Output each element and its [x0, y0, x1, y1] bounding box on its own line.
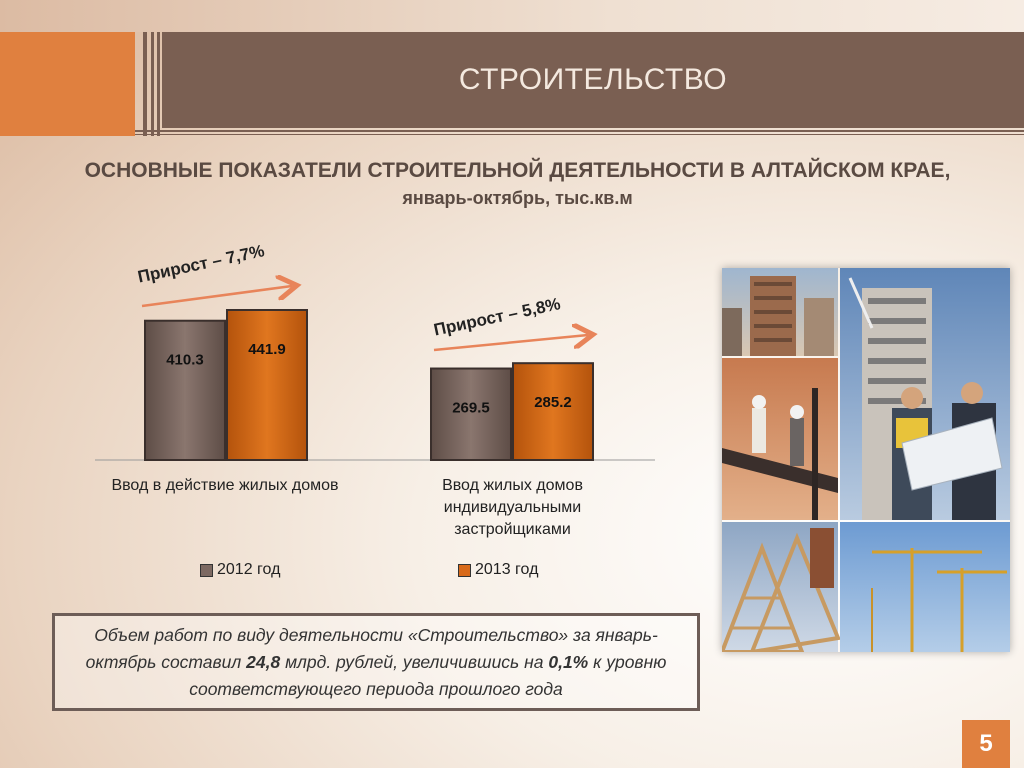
bar-data-label: 441.9: [248, 341, 286, 358]
category-label-line: Ввод жилых домов: [442, 477, 583, 494]
summary-text-part: Объем работ по виду деятельности «Строит…: [85, 624, 658, 672]
bar-2-1: [430, 367, 512, 461]
top-band: [0, 0, 1024, 32]
legend-swatch-icon: [200, 563, 213, 577]
roof-frame-photo: [722, 522, 841, 652]
title-stripe: [143, 32, 147, 136]
category-label-line: застройщиками: [454, 521, 571, 538]
bar-data-label: 285.2: [534, 394, 572, 411]
summary-text-part: к уровню соответствующего периода прошло…: [189, 651, 667, 699]
growth-arrow-1: [141, 286, 292, 308]
summary-value: 24,8: [246, 651, 281, 672]
engineers-with-plans-photo: [840, 268, 1010, 520]
category-label-line: Ввод в действие жилых домов: [111, 477, 339, 494]
summary-box: Объем работ по виду деятельности «Строит…: [52, 613, 700, 711]
chart-subheading: январь-октябрь, тыс.кв.м: [402, 188, 633, 208]
bar-1-1: [144, 319, 226, 461]
growth-arrow-2: [433, 335, 588, 352]
title-stripe: [157, 32, 160, 136]
bar-data-label: 410.3: [166, 352, 204, 369]
summary-value: 0,1%: [548, 651, 589, 672]
page-number: 5: [962, 720, 1010, 768]
summary-text-part: млрд. рублей, увеличившись на: [280, 651, 549, 672]
chart-heading: ОСНОВНЫЕ ПОКАЗАТЕЛИ СТРОИТЕЛЬНОЙ ДЕЯТЕЛЬ…: [84, 159, 951, 182]
summary-text: Объем работ по виду деятельности «Строит…: [67, 622, 685, 703]
legend-item-2012: 2012 год: [200, 561, 280, 579]
title-bar: [162, 32, 1024, 128]
category-label-line: индивидуальными: [443, 499, 582, 516]
legend-label: 2013 год: [475, 561, 539, 578]
cranes-photo: [840, 522, 1010, 652]
category-label-1: Ввод в действие жилых домов: [70, 475, 380, 497]
title-rule: [135, 134, 1024, 135]
slide-title: СТРОИТЕЛЬСТВО: [458, 63, 728, 96]
title-accent-block: [0, 32, 135, 136]
construction-building-photo: [722, 268, 838, 356]
legend-swatch-icon: [458, 563, 471, 577]
bar-chart: 410.3 441.9 269.5 285.2: [95, 0, 655, 461]
title-stripe: [151, 32, 154, 136]
category-label-2: Ввод жилых домов индивидуальными застройщи…: [400, 475, 625, 541]
bar-1-2: [226, 309, 308, 461]
title-rule: [135, 130, 1024, 132]
legend-item-2013: 2013 год: [458, 561, 538, 579]
construction-photo-collage: [722, 268, 1010, 652]
bar-2-2: [512, 362, 594, 461]
legend-label: 2012 год: [217, 561, 281, 578]
workers-on-beam-photo: [722, 358, 838, 520]
bar-data-label: 269.5: [452, 400, 490, 417]
